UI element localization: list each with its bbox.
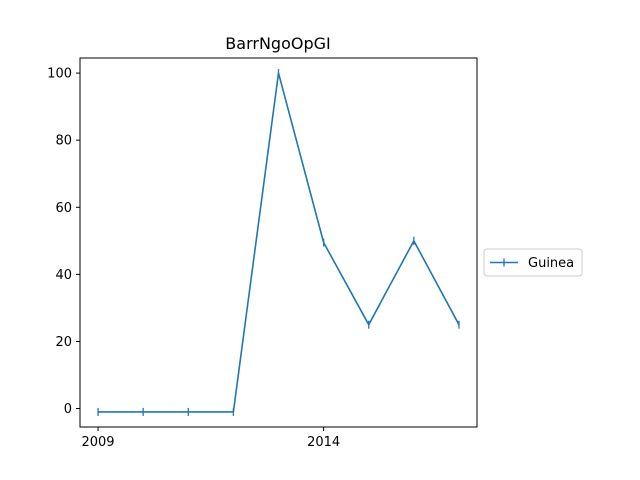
y-tick-label: 20 xyxy=(55,335,72,350)
y-tick-label: 60 xyxy=(55,201,72,216)
series-layer xyxy=(97,69,460,416)
legend: Guinea xyxy=(483,248,583,277)
plot-area-frame xyxy=(79,57,478,428)
chart-title: BarrNgoOpGI xyxy=(225,34,330,53)
y-tick-label: 80 xyxy=(55,134,72,149)
axis-ticks: 0 20 40 60 80 100 2009 2014 xyxy=(47,67,340,450)
y-tick-label: 40 xyxy=(55,268,72,283)
legend-box xyxy=(483,248,583,277)
x-tick-label: 2014 xyxy=(307,435,340,450)
x-tick-label: 2009 xyxy=(81,435,114,450)
y-tick-label: 100 xyxy=(47,67,72,82)
y-tick-label: 0 xyxy=(64,402,72,417)
legend-label: Guinea xyxy=(528,256,574,271)
